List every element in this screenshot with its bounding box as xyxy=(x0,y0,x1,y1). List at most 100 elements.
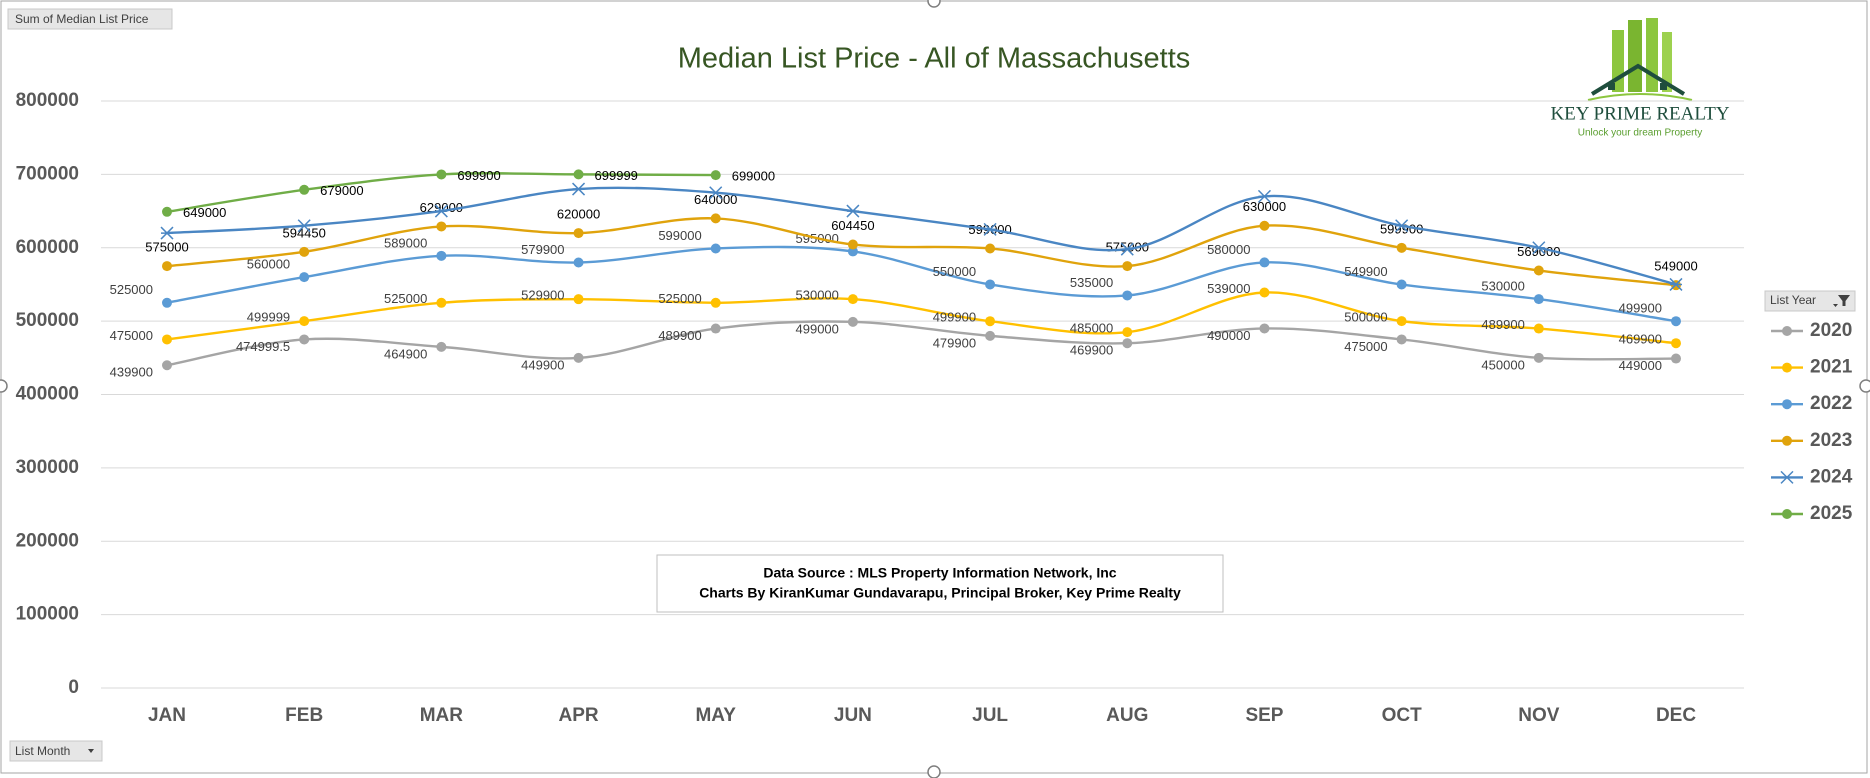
x-tick-label: MAY xyxy=(695,705,736,726)
data-point xyxy=(1671,316,1681,327)
data-point xyxy=(1533,294,1544,305)
data-label: 679000 xyxy=(320,183,363,198)
x-tick-label: FEB xyxy=(285,705,323,726)
data-label: 649000 xyxy=(183,205,226,220)
data-point xyxy=(985,330,996,341)
data-label: 464900 xyxy=(384,346,427,361)
legend-label: 2025 xyxy=(1810,503,1853,524)
data-label: 539000 xyxy=(1207,281,1250,296)
data-label: 699999 xyxy=(595,168,638,183)
data-label: 449900 xyxy=(521,357,564,372)
data-point xyxy=(572,182,586,196)
series-line xyxy=(166,217,1677,287)
y-tick-label: 400000 xyxy=(16,384,79,405)
series-line xyxy=(166,291,1677,345)
data-point xyxy=(847,294,858,305)
data-point xyxy=(1122,290,1133,301)
data-point xyxy=(1396,316,1407,327)
y-tick-label: 100000 xyxy=(16,604,79,625)
data-point xyxy=(1122,261,1133,272)
data-label: 549900 xyxy=(1344,264,1387,279)
legend-title: List Year xyxy=(1770,293,1816,307)
logo xyxy=(1587,18,1693,101)
x-tick-label: JAN xyxy=(148,705,186,726)
data-label: 599900 xyxy=(1380,221,1423,236)
data-label: 490000 xyxy=(1207,328,1250,343)
data-label: 549000 xyxy=(1654,259,1697,274)
data-label: 469900 xyxy=(1070,343,1113,358)
legend-label: 2024 xyxy=(1810,466,1853,487)
series-line xyxy=(166,320,1677,367)
data-point xyxy=(1259,257,1270,268)
chart-title: Median List Price - All of Massachusetts xyxy=(678,43,1191,75)
data-point xyxy=(1533,265,1544,276)
data-label: 525000 xyxy=(658,291,701,306)
axis-field-label: List Month xyxy=(15,744,70,758)
data-point xyxy=(1669,277,1683,291)
data-point xyxy=(1532,241,1546,255)
data-point xyxy=(1257,189,1271,203)
data-point xyxy=(436,169,447,180)
x-tick-label: NOV xyxy=(1518,705,1560,726)
data-point xyxy=(162,261,172,272)
data-point xyxy=(1259,323,1270,334)
x-tick-label: AUG xyxy=(1106,705,1148,726)
data-point xyxy=(573,169,584,180)
data-point xyxy=(299,184,310,195)
data-point xyxy=(573,294,584,305)
source-box xyxy=(656,554,1224,613)
data-point xyxy=(299,316,310,327)
data-label: 449000 xyxy=(1619,358,1662,373)
series-line xyxy=(166,245,1677,323)
data-label: 474999.5 xyxy=(236,339,290,354)
data-point xyxy=(162,334,172,345)
data-label: 594450 xyxy=(282,225,325,240)
data-label: 699900 xyxy=(457,168,500,183)
legend-marker xyxy=(1782,399,1792,410)
data-point xyxy=(436,297,447,308)
legend-field-button[interactable] xyxy=(1764,290,1856,312)
data-point xyxy=(299,334,310,345)
y-tick-label: 700000 xyxy=(16,163,79,184)
data-point xyxy=(1122,327,1133,338)
data-point xyxy=(297,219,311,233)
data-point xyxy=(1395,219,1409,233)
data-point xyxy=(436,341,447,352)
logo-name: KEY PRIME REALTY xyxy=(1550,103,1729,124)
legend-label: 2020 xyxy=(1810,320,1852,341)
data-point xyxy=(1671,338,1681,349)
data-label: 560000 xyxy=(247,257,290,272)
data-point xyxy=(1122,338,1133,349)
legend-label: 2021 xyxy=(1810,357,1853,378)
x-tick-label: JUL xyxy=(972,705,1008,726)
data-point xyxy=(710,243,721,254)
data-label: 439900 xyxy=(110,365,153,380)
data-label: 580000 xyxy=(1207,242,1250,257)
series-line xyxy=(166,186,1677,286)
data-point xyxy=(436,221,447,232)
y-tick-label: 600000 xyxy=(16,237,79,258)
data-point xyxy=(846,204,860,218)
data-point xyxy=(710,213,721,224)
data-point xyxy=(1120,242,1134,256)
data-label: 499000 xyxy=(796,321,839,336)
legend-label: 2023 xyxy=(1810,430,1852,451)
data-point xyxy=(162,360,172,371)
axis-field-button[interactable] xyxy=(9,740,103,762)
x-tick-label: APR xyxy=(558,705,598,726)
value-field-button[interactable] xyxy=(7,8,173,30)
data-point xyxy=(299,272,310,283)
y-tick-label: 0 xyxy=(68,677,79,698)
data-label: 589000 xyxy=(384,235,427,250)
data-point xyxy=(710,170,721,181)
value-field-label: Sum of Median List Price xyxy=(15,12,149,26)
data-label: 569000 xyxy=(1517,244,1560,259)
data-point xyxy=(985,243,996,254)
data-label: 575000 xyxy=(145,240,188,255)
source-line: Data Source : MLS Property Information N… xyxy=(763,565,1116,581)
data-label: 485000 xyxy=(1070,321,1113,336)
data-point xyxy=(1671,353,1681,364)
